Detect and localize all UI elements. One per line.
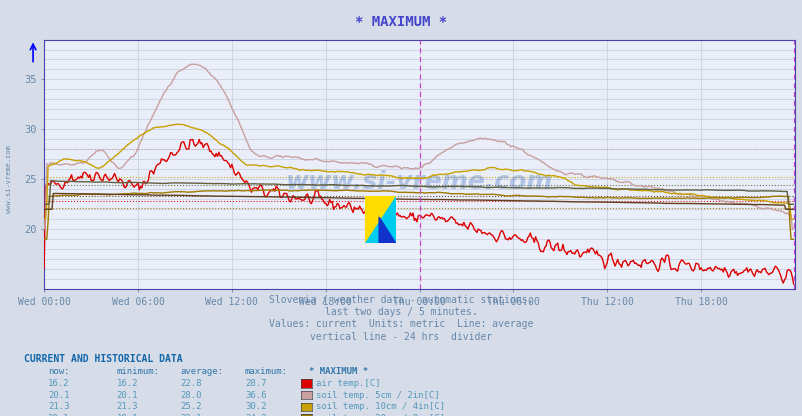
Text: 28.7: 28.7 <box>245 379 266 388</box>
Text: now:: now: <box>48 367 70 376</box>
Text: 19.1: 19.1 <box>48 414 70 416</box>
Text: www.si-vreme.com: www.si-vreme.com <box>6 145 12 213</box>
Text: 24.2: 24.2 <box>245 414 266 416</box>
Text: Slovenia / weather data - automatic stations.: Slovenia / weather data - automatic stat… <box>269 295 533 305</box>
Text: 28.0: 28.0 <box>180 391 202 400</box>
Text: 20.1: 20.1 <box>116 391 138 400</box>
Text: * MAXIMUM *: * MAXIMUM * <box>355 15 447 29</box>
Text: * MAXIMUM *: * MAXIMUM * <box>309 367 368 376</box>
Polygon shape <box>379 217 395 243</box>
Text: 21.3: 21.3 <box>116 402 138 411</box>
Text: 16.2: 16.2 <box>48 379 70 388</box>
Text: www.si-vreme.com: www.si-vreme.com <box>286 170 553 194</box>
Text: 21.3: 21.3 <box>48 402 70 411</box>
Text: air temp.[C]: air temp.[C] <box>315 379 379 388</box>
Text: maximum:: maximum: <box>245 367 288 376</box>
Polygon shape <box>365 196 395 243</box>
Text: 19.1: 19.1 <box>116 414 138 416</box>
Text: 30.2: 30.2 <box>245 402 266 411</box>
Text: minimum:: minimum: <box>116 367 160 376</box>
Text: 20.1: 20.1 <box>48 391 70 400</box>
Text: 22.1: 22.1 <box>180 414 202 416</box>
Text: last two days / 5 minutes.: last two days / 5 minutes. <box>325 307 477 317</box>
Text: 22.8: 22.8 <box>180 379 202 388</box>
Text: vertical line - 24 hrs  divider: vertical line - 24 hrs divider <box>310 332 492 342</box>
Text: soil temp. 10cm / 4in[C]: soil temp. 10cm / 4in[C] <box>315 402 444 411</box>
Text: 36.6: 36.6 <box>245 391 266 400</box>
Text: soil temp. 5cm / 2in[C]: soil temp. 5cm / 2in[C] <box>315 391 439 400</box>
Text: 25.2: 25.2 <box>180 402 202 411</box>
Text: soil temp. 20cm / 8in[C]: soil temp. 20cm / 8in[C] <box>315 414 444 416</box>
Text: Values: current  Units: metric  Line: average: Values: current Units: metric Line: aver… <box>269 319 533 329</box>
Text: 16.2: 16.2 <box>116 379 138 388</box>
Polygon shape <box>365 196 395 243</box>
Text: CURRENT AND HISTORICAL DATA: CURRENT AND HISTORICAL DATA <box>24 354 183 364</box>
Text: average:: average: <box>180 367 224 376</box>
